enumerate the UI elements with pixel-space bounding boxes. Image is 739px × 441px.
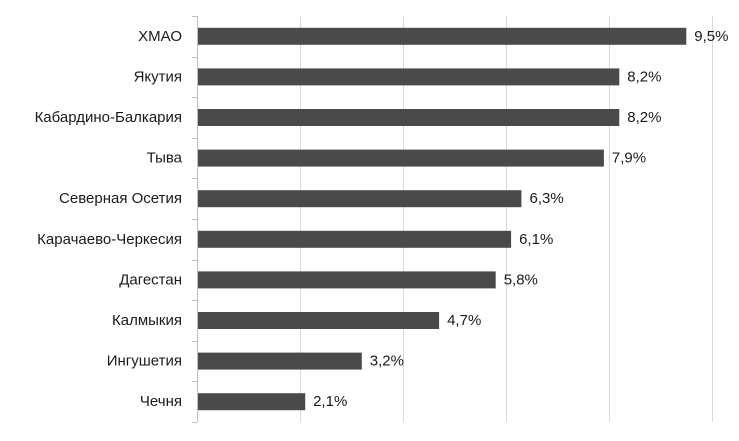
category-label: Кабардино-Балкария [35, 109, 182, 126]
bar [198, 393, 306, 411]
category-axis [192, 16, 198, 423]
bar [198, 271, 496, 289]
bar [198, 352, 362, 370]
data-label: 7,9% [612, 150, 646, 167]
category-label: Северная Осетия [59, 190, 182, 207]
data-label: 6,3% [530, 190, 564, 207]
category-label: Ингушетия [107, 353, 182, 370]
data-label: 8,2% [627, 109, 661, 126]
data-label: 6,1% [519, 231, 553, 248]
bar [198, 27, 687, 45]
bar [198, 312, 440, 329]
bar [198, 149, 604, 167]
category-label: Калмыкия [112, 312, 182, 329]
labels: ХМАО 9,5% Якутия 8,2% Кабардино-Балкария 8,2%… [35, 28, 729, 410]
data-label: 3,2% [370, 353, 404, 370]
data-label: 9,5% [694, 28, 728, 45]
bar [198, 190, 522, 208]
bar [198, 68, 620, 86]
data-label: 5,8% [504, 271, 538, 288]
bars [198, 27, 687, 411]
bar [198, 230, 512, 248]
category-label: Дагестан [119, 271, 182, 288]
data-label: 4,7% [447, 312, 481, 329]
category-label: Тыва [147, 150, 183, 167]
category-label: Карачаево-Черкесия [37, 231, 182, 248]
data-label: 2,1% [313, 393, 347, 410]
category-label: ХМАО [138, 28, 182, 45]
data-label: 8,2% [627, 68, 661, 85]
bar [198, 109, 620, 126]
category-label: Якутия [134, 68, 182, 85]
category-label: Чечня [140, 393, 182, 410]
